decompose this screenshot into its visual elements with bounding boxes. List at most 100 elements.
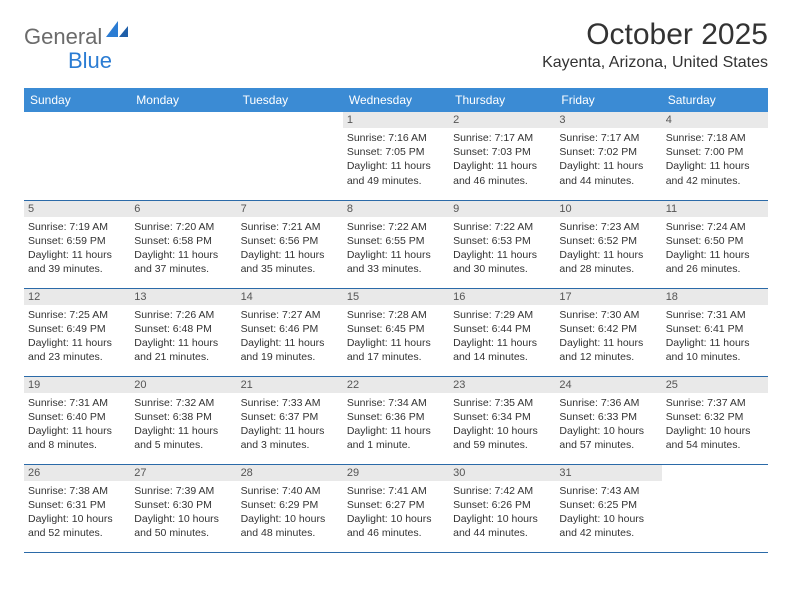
sun-info: Sunrise: 7:35 AMSunset: 6:34 PMDaylight:… xyxy=(453,396,551,453)
day-cell: 11 Sunrise: 7:24 AMSunset: 6:50 PMDayligh… xyxy=(662,200,768,288)
sun-info: Sunrise: 7:36 AMSunset: 6:33 PMDaylight:… xyxy=(559,396,657,453)
weekday-header: Friday xyxy=(555,88,661,112)
day-cell xyxy=(237,112,343,200)
day-cell: 22 Sunrise: 7:34 AMSunset: 6:36 PMDayligh… xyxy=(343,376,449,464)
day-cell: 20Sunrise: 7:32 AMSunset: 6:38 PMDayligh… xyxy=(130,376,236,464)
day-number: 18 xyxy=(662,289,768,305)
sun-info: Sunrise: 7:24 AMSunset: 6:50 PMDaylight:… xyxy=(666,220,764,277)
day-cell: 12Sunrise: 7:25 AMSunset: 6:49 PMDayligh… xyxy=(24,288,130,376)
day-cell: 30 Sunrise: 7:42 AMSunset: 6:26 PMDayligh… xyxy=(449,464,555,552)
brand-logo: General xyxy=(24,24,108,50)
day-cell: 16Sunrise: 7:29 AMSunset: 6:44 PMDayligh… xyxy=(449,288,555,376)
weekday-header: Sunday xyxy=(24,88,130,112)
day-number: 28 xyxy=(237,465,343,481)
day-number: 10 xyxy=(555,201,661,217)
day-cell: 31Sunrise: 7:43 AMSunset: 6:25 PMDayligh… xyxy=(555,464,661,552)
day-number: 31 xyxy=(555,465,661,481)
sun-info: Sunrise: 7:20 AMSunset: 6:58 PMDaylight:… xyxy=(134,220,232,277)
day-number: 27 xyxy=(130,465,236,481)
day-number: 6 xyxy=(130,201,236,217)
weekday-header: Wednesday xyxy=(343,88,449,112)
day-number: 5 xyxy=(24,201,130,217)
day-cell: 14 Sunrise: 7:27 AMSunset: 6:46 PMDayligh… xyxy=(237,288,343,376)
day-cell: 26Sunrise: 7:38 AMSunset: 6:31 PMDayligh… xyxy=(24,464,130,552)
day-number: 24 xyxy=(555,377,661,393)
day-cell: 28 Sunrise: 7:40 AMSunset: 6:29 PMDayligh… xyxy=(237,464,343,552)
day-cell: 15 Sunrise: 7:28 AMSunset: 6:45 PMDayligh… xyxy=(343,288,449,376)
day-number: 30 xyxy=(449,465,555,481)
week-row: 12Sunrise: 7:25 AMSunset: 6:49 PMDayligh… xyxy=(24,288,768,376)
weekday-header: Monday xyxy=(130,88,236,112)
sun-info: Sunrise: 7:41 AMSunset: 6:27 PMDaylight:… xyxy=(347,484,445,541)
sun-info: Sunrise: 7:16 AMSunset: 7:05 PMDaylight:… xyxy=(347,131,445,188)
day-number: 19 xyxy=(24,377,130,393)
day-number: 17 xyxy=(555,289,661,305)
day-number: 21 xyxy=(237,377,343,393)
sun-info: Sunrise: 7:42 AMSunset: 6:26 PMDaylight:… xyxy=(453,484,551,541)
location-text: Kayenta, Arizona, United States xyxy=(542,54,768,72)
day-cell: 13Sunrise: 7:26 AMSunset: 6:48 PMDayligh… xyxy=(130,288,236,376)
day-cell: 25 Sunrise: 7:37 AMSunset: 6:32 PMDayligh… xyxy=(662,376,768,464)
sun-info: Sunrise: 7:17 AMSunset: 7:02 PMDaylight:… xyxy=(559,131,657,188)
day-number: 14 xyxy=(237,289,343,305)
sun-info: Sunrise: 7:19 AMSunset: 6:59 PMDaylight:… xyxy=(28,220,126,277)
sail-icon xyxy=(106,21,128,37)
day-number: 8 xyxy=(343,201,449,217)
day-number: 4 xyxy=(662,112,768,128)
day-cell: 21 Sunrise: 7:33 AMSunset: 6:37 PMDayligh… xyxy=(237,376,343,464)
day-cell: 29Sunrise: 7:41 AMSunset: 6:27 PMDayligh… xyxy=(343,464,449,552)
day-cell: 19 Sunrise: 7:31 AMSunset: 6:40 PMDayligh… xyxy=(24,376,130,464)
day-cell xyxy=(662,464,768,552)
day-cell: 5 Sunrise: 7:19 AMSunset: 6:59 PMDaylight… xyxy=(24,200,130,288)
day-cell xyxy=(130,112,236,200)
sun-info: Sunrise: 7:29 AMSunset: 6:44 PMDaylight:… xyxy=(453,308,551,365)
sun-info: Sunrise: 7:37 AMSunset: 6:32 PMDaylight:… xyxy=(666,396,764,453)
sun-info: Sunrise: 7:17 AMSunset: 7:03 PMDaylight:… xyxy=(453,131,551,188)
day-number: 12 xyxy=(24,289,130,305)
day-cell: 23Sunrise: 7:35 AMSunset: 6:34 PMDayligh… xyxy=(449,376,555,464)
sun-info: Sunrise: 7:31 AMSunset: 6:40 PMDaylight:… xyxy=(28,396,126,453)
day-cell: 17 Sunrise: 7:30 AMSunset: 6:42 PMDayligh… xyxy=(555,288,661,376)
day-cell: 24 Sunrise: 7:36 AMSunset: 6:33 PMDayligh… xyxy=(555,376,661,464)
day-cell: 27Sunrise: 7:39 AMSunset: 6:30 PMDayligh… xyxy=(130,464,236,552)
day-cell: 18 Sunrise: 7:31 AMSunset: 6:41 PMDayligh… xyxy=(662,288,768,376)
sun-info: Sunrise: 7:26 AMSunset: 6:48 PMDaylight:… xyxy=(134,308,232,365)
day-cell: 7 Sunrise: 7:21 AMSunset: 6:56 PMDaylight… xyxy=(237,200,343,288)
day-number: 25 xyxy=(662,377,768,393)
week-row: 5 Sunrise: 7:19 AMSunset: 6:59 PMDaylight… xyxy=(24,200,768,288)
day-cell: 2 Sunrise: 7:17 AMSunset: 7:03 PMDaylight… xyxy=(449,112,555,200)
weekday-header: Thursday xyxy=(449,88,555,112)
logo-text-blue: Blue xyxy=(68,48,112,73)
sun-info: Sunrise: 7:30 AMSunset: 6:42 PMDaylight:… xyxy=(559,308,657,365)
sun-info: Sunrise: 7:22 AMSunset: 6:53 PMDaylight:… xyxy=(453,220,551,277)
weekday-header-row: SundayMondayTuesdayWednesdayThursdayFrid… xyxy=(24,88,768,112)
calendar-page: General October 2025 Kayenta, Arizona, U… xyxy=(0,0,792,553)
sun-info: Sunrise: 7:23 AMSunset: 6:52 PMDaylight:… xyxy=(559,220,657,277)
day-cell: 10 Sunrise: 7:23 AMSunset: 6:52 PMDayligh… xyxy=(555,200,661,288)
day-cell xyxy=(24,112,130,200)
sun-info: Sunrise: 7:21 AMSunset: 6:56 PMDaylight:… xyxy=(241,220,339,277)
day-number: 2 xyxy=(449,112,555,128)
day-cell: 9 Sunrise: 7:22 AMSunset: 6:53 PMDaylight… xyxy=(449,200,555,288)
week-row: 26Sunrise: 7:38 AMSunset: 6:31 PMDayligh… xyxy=(24,464,768,552)
sun-info: Sunrise: 7:28 AMSunset: 6:45 PMDaylight:… xyxy=(347,308,445,365)
calendar-table: SundayMondayTuesdayWednesdayThursdayFrid… xyxy=(24,88,768,553)
day-number: 9 xyxy=(449,201,555,217)
weekday-header: Saturday xyxy=(662,88,768,112)
day-cell: 1Sunrise: 7:16 AMSunset: 7:05 PMDaylight… xyxy=(343,112,449,200)
day-number: 15 xyxy=(343,289,449,305)
sun-info: Sunrise: 7:32 AMSunset: 6:38 PMDaylight:… xyxy=(134,396,232,453)
sun-info: Sunrise: 7:31 AMSunset: 6:41 PMDaylight:… xyxy=(666,308,764,365)
sun-info: Sunrise: 7:40 AMSunset: 6:29 PMDaylight:… xyxy=(241,484,339,541)
day-number: 11 xyxy=(662,201,768,217)
day-number: 7 xyxy=(237,201,343,217)
sun-info: Sunrise: 7:27 AMSunset: 6:46 PMDaylight:… xyxy=(241,308,339,365)
day-number: 22 xyxy=(343,377,449,393)
sun-info: Sunrise: 7:33 AMSunset: 6:37 PMDaylight:… xyxy=(241,396,339,453)
week-row: 1Sunrise: 7:16 AMSunset: 7:05 PMDaylight… xyxy=(24,112,768,200)
week-row: 19 Sunrise: 7:31 AMSunset: 6:40 PMDayligh… xyxy=(24,376,768,464)
sun-info: Sunrise: 7:34 AMSunset: 6:36 PMDaylight:… xyxy=(347,396,445,453)
weekday-header: Tuesday xyxy=(237,88,343,112)
title-block: October 2025 Kayenta, Arizona, United St… xyxy=(542,18,768,72)
day-cell: 6 Sunrise: 7:20 AMSunset: 6:58 PMDaylight… xyxy=(130,200,236,288)
